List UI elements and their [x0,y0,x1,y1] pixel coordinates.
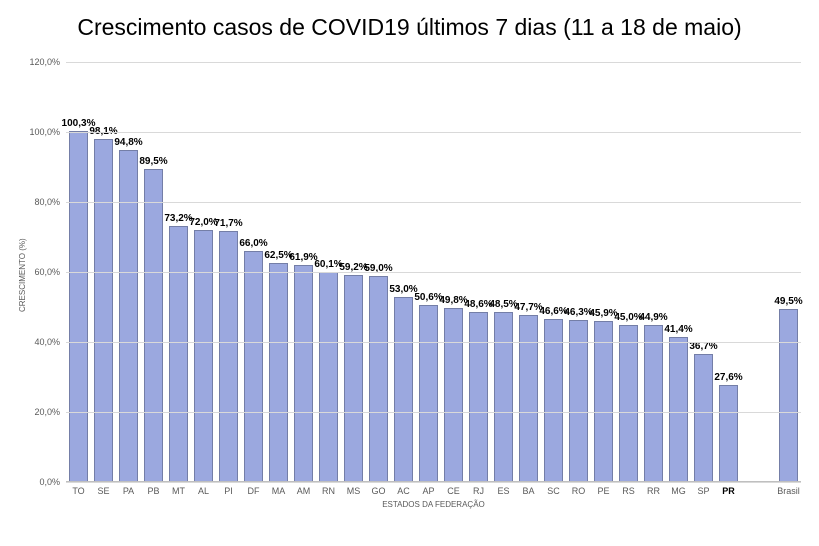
bar-category-label: Brasil [777,486,800,496]
bar-category-label: RS [622,486,635,496]
bar-value-label: 49,5% [774,296,802,307]
bar-category-label: PE [597,486,609,496]
bar [519,315,539,482]
bar [344,275,364,482]
bar [544,319,564,482]
bar [469,312,489,482]
y-tick-label: 0,0% [39,477,60,487]
bar-category-label: GO [371,486,385,496]
bar [394,297,414,483]
plot-area: 0,0%20,0%40,0%60,0%80,0%100,0%120,0% 100… [66,62,801,482]
bar-value-label: 94,8% [114,137,142,148]
y-gridline [66,62,801,63]
bar-category-label: DF [248,486,260,496]
y-tick-label: 80,0% [34,197,60,207]
bar [444,308,464,482]
y-tick-label: 120,0% [29,57,60,67]
bar-category-label: PA [123,486,134,496]
y-gridline [66,202,801,203]
bar-category-label: RO [572,486,586,496]
bar [319,272,339,482]
bar [369,276,389,483]
bar [269,263,289,482]
bar-category-label: MS [347,486,361,496]
y-axis-label: CRESCIMENTO (%) [18,238,27,312]
bar [219,231,239,482]
bar [594,321,614,482]
y-gridline [66,132,801,133]
bar-category-label: RR [647,486,660,496]
bar-category-label: RN [322,486,335,496]
y-gridline [66,482,801,483]
bar [69,131,89,482]
bar-category-label: PI [224,486,233,496]
bar-value-label: 44,9% [639,312,667,323]
bar [669,337,689,482]
bar-category-label: SC [547,486,560,496]
bar [94,139,114,482]
bar [779,309,799,482]
chart-title: Crescimento casos de COVID19 últimos 7 d… [0,14,819,41]
bar [419,305,439,482]
bar-value-label: 41,4% [664,324,692,335]
x-axis-label: ESTADOS DA FEDERAÇÃO [66,500,801,509]
y-gridline [66,342,801,343]
bar-category-label: SE [97,486,109,496]
bar [619,325,639,483]
bar [244,251,264,482]
bar [119,150,139,482]
bar [194,230,214,482]
y-tick-label: 20,0% [34,407,60,417]
bar-category-label: CE [447,486,460,496]
bar-category-label: MA [272,486,286,496]
y-gridline [66,412,801,413]
y-tick-label: 40,0% [34,337,60,347]
bar-category-label: BA [522,486,534,496]
bar-category-label: AM [297,486,311,496]
bar [169,226,189,482]
bar [494,312,514,482]
bar [144,169,164,482]
bar-value-label: 71,7% [214,218,242,229]
bar [694,354,714,482]
y-tick-label: 60,0% [34,267,60,277]
bar [569,320,589,482]
bar-category-label: AC [397,486,410,496]
bar-value-label: 66,0% [239,238,267,249]
bar [719,385,739,482]
bar-category-label: PB [147,486,159,496]
bar-category-label: AP [422,486,434,496]
y-tick-label: 100,0% [29,127,60,137]
bar-category-label: MG [671,486,686,496]
bar-category-label: ES [497,486,509,496]
bar-category-label: AL [198,486,209,496]
bar-value-label: 27,6% [714,372,742,383]
chart-container: Crescimento casos de COVID19 últimos 7 d… [0,0,819,546]
bar-category-label: PR [722,486,735,496]
y-gridline [66,272,801,273]
bar-value-label: 89,5% [139,156,167,167]
bar [644,325,664,482]
bar-category-label: MT [172,486,185,496]
bar-category-label: RJ [473,486,484,496]
bar-category-label: TO [72,486,84,496]
bar-category-label: SP [697,486,709,496]
bar [294,265,314,482]
